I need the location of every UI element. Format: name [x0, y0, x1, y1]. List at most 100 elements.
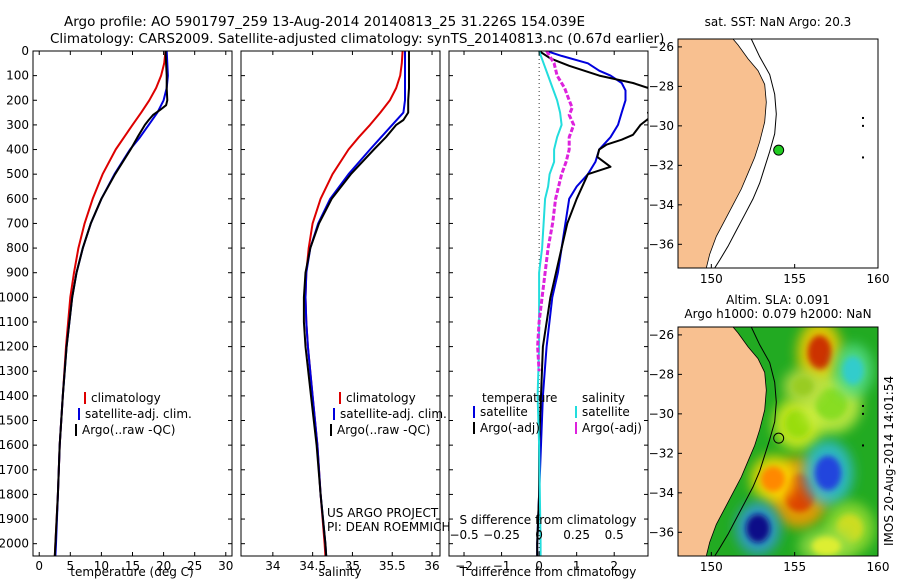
legend-label-argo: Argo(..raw -QC) — [337, 423, 430, 437]
lon-tick-label: 155 — [783, 560, 806, 574]
depth-tick-label: 800 — [6, 241, 29, 255]
salinity-legend: climatology satellite-adj. clim. Argo(..… — [330, 391, 447, 437]
series-line-satellite-salinity — [536, 51, 563, 556]
float-position-marker — [773, 432, 785, 444]
island-mark — [862, 156, 864, 159]
sla-anomaly-core — [815, 388, 848, 420]
sst-map: sat. SST: NaN Argo: 20.3 150 155 160 −26 −28… — [649, 15, 890, 286]
lat-tick-label: −36 — [649, 525, 674, 539]
depth-tick-label: 1400 — [0, 389, 29, 403]
depth-tick-label: 1500 — [0, 414, 29, 428]
sla-map-frame — [677, 326, 879, 557]
depth-tick-label: 100 — [6, 69, 29, 83]
temperature-xlabel: temperature (deg C) — [70, 565, 193, 579]
difference-legend: temperature salinity satellite Argo(-adj… — [473, 391, 642, 435]
series-line-satellite-temperature — [536, 51, 627, 556]
temperature-legend: climatology satellite-adj. clim. Argo(..… — [75, 391, 192, 437]
series-line-argo-adj--temperature — [536, 51, 648, 556]
lon-tick-label: 155 — [783, 272, 806, 286]
x-tick-label: −1 — [493, 559, 511, 573]
x-tick-label: 0 — [535, 559, 543, 573]
lat-tick-label: −36 — [649, 237, 674, 251]
lat-tick-label: −32 — [649, 446, 674, 460]
series-line-argo-raw-qc- — [53, 51, 169, 556]
legend-label-t-argo: Argo(-adj) — [480, 421, 540, 435]
sla-anomaly-core — [842, 356, 864, 385]
x-tick-label: 30 — [218, 559, 233, 573]
lat-tick-label: −26 — [649, 328, 674, 342]
x-tick-label: −2 — [455, 559, 473, 573]
imos-side-stamp: IMOS 20-Aug-2014 14:01:54 — [882, 376, 896, 546]
salinity-xlabel: salinity — [318, 565, 361, 579]
x-tick-label: 5 — [66, 559, 74, 573]
island-mark — [862, 116, 864, 119]
float-position-marker — [773, 144, 785, 156]
sst-map-title: sat. SST: NaN Argo: 20.3 — [705, 15, 852, 29]
land-mass — [678, 39, 767, 268]
sla-anomaly-core — [761, 466, 785, 492]
header-line-2: Climatology: CARS2009. Satellite-adjuste… — [50, 31, 664, 47]
depth-tick-label: 500 — [6, 167, 29, 181]
x2-tick-label: 0 — [535, 528, 543, 542]
legend-label-climatology: climatology — [346, 391, 416, 405]
x2-tick-label: −0.5 — [449, 528, 478, 542]
depth-tick-label: 700 — [6, 216, 29, 230]
depth-tick-label: 600 — [6, 192, 29, 206]
island-mark — [862, 124, 864, 127]
temperature-panel: 0100200300400500600700800900100011001200… — [0, 44, 233, 579]
depth-contour — [714, 39, 777, 268]
series-line-argo-raw-qc- — [302, 51, 410, 556]
temperature-panel-frame — [32, 50, 233, 557]
depth-tick-label: 1000 — [0, 290, 29, 304]
project-line-2: PI: DEAN ROEMMICH — [327, 520, 450, 534]
t-difference-xlabel: T difference from climatology — [459, 565, 637, 579]
lon-tick-label: 150 — [700, 560, 723, 574]
project-line-1: US ARGO PROJECT — [327, 506, 439, 520]
sla-anomaly-core — [811, 536, 841, 556]
sst-map-frame — [677, 38, 879, 269]
series-line-satellite-adj-clim- — [304, 51, 406, 556]
lon-tick-label: 150 — [700, 272, 723, 286]
depth-tick-label: 1700 — [0, 463, 29, 477]
depth-tick-label: 900 — [6, 266, 29, 280]
difference-panel: −2 −1 0 1 2 −0.5 −0.25 0 0.25 0.5 T difference fr… — [448, 50, 649, 579]
x-tick-label: 36 — [424, 559, 439, 573]
sla-anomaly-core — [807, 335, 832, 371]
legend-label-s-argo: Argo(-adj) — [582, 421, 642, 435]
x-tick-label: 20 — [156, 559, 171, 573]
legend-label-satellite: satellite-adj. clim. — [85, 407, 192, 421]
island-mark — [862, 444, 864, 447]
island-mark — [862, 404, 864, 407]
sla-anomaly-core — [746, 514, 770, 543]
legend-label-climatology: climatology — [91, 391, 161, 405]
lat-tick-label: −30 — [649, 119, 674, 133]
series-line-argo-adj--salinity — [536, 51, 576, 372]
legend-header-salinity: salinity — [582, 391, 625, 405]
depth-tick-label: 300 — [6, 118, 29, 132]
x-tick-label: 25 — [187, 559, 202, 573]
x-tick-label: 34.5 — [299, 559, 326, 573]
x-tick-label: 35.5 — [379, 559, 406, 573]
depth-tick-label: 200 — [6, 93, 29, 107]
salinity-panel: 34 34.5 35 35.5 36 salinity climatology sate… — [240, 50, 450, 579]
sla-map: Altim. SLA: 0.091 Argo h1000: 0.079 h200… — [649, 293, 890, 574]
legend-header-temperature: temperature — [482, 391, 557, 405]
depth-tick-label: 1600 — [0, 438, 29, 452]
depth-tick-label: 2000 — [0, 537, 29, 551]
lat-tick-label: −34 — [649, 486, 674, 500]
land-mass — [678, 327, 767, 556]
depth-contour — [714, 327, 777, 556]
lat-tick-label: −28 — [649, 79, 674, 93]
x2-tick-label: −0.25 — [483, 528, 520, 542]
sla-map-title-line-2: Argo h1000: 0.079 h2000: NaN — [684, 307, 871, 321]
depth-tick-label: 1900 — [0, 512, 29, 526]
depth-tick-label: 1100 — [0, 315, 29, 329]
salinity-panel-frame — [240, 50, 441, 557]
x-tick-label: 1 — [573, 559, 581, 573]
lat-tick-label: −28 — [649, 367, 674, 381]
lat-tick-label: −34 — [649, 198, 674, 212]
legend-label-argo: Argo(..raw -QC) — [82, 423, 175, 437]
x-tick-label: 35 — [345, 559, 360, 573]
x-tick-label: 10 — [94, 559, 109, 573]
depth-tick-label: 0 — [21, 44, 29, 58]
